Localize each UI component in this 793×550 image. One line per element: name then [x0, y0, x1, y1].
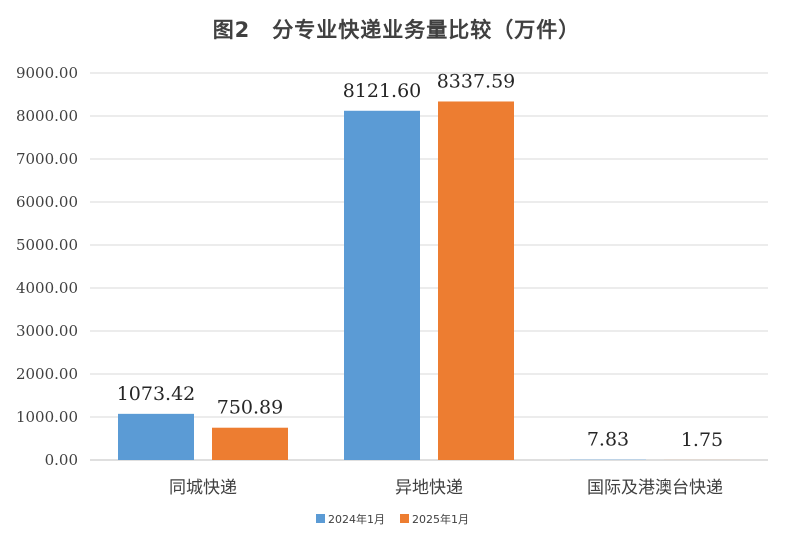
y-tick-label: 7000.00: [16, 150, 78, 168]
data-label: 8337.59: [437, 70, 516, 92]
y-tick-label: 8000.00: [16, 107, 78, 125]
bar: [118, 413, 194, 460]
legend-swatch: [316, 514, 325, 523]
data-label: 750.89: [217, 397, 283, 419]
y-axis: 0.00 1000.00 2000.00 3000.00 4000.00 5000.00 6…: [16, 64, 78, 469]
x-axis: 同城快递 异地快递 国际及港澳台快递: [169, 478, 723, 498]
data-label: 8121.60: [343, 80, 422, 102]
data-labels: 1073.42 750.89 8121.60 8337.59 7.83 1.75: [117, 70, 723, 450]
data-label: 1073.42: [117, 383, 196, 405]
y-tick-label: 6000.00: [16, 193, 78, 211]
bar: [212, 427, 288, 460]
x-tick-label: 同城快递: [169, 478, 237, 498]
y-tick-label: 1000.00: [16, 408, 78, 426]
legend-swatch: [400, 514, 409, 523]
chart-title: 图2 分专业快递业务量比较（万件）: [212, 18, 581, 42]
legend: 2024年1月 2025年1月: [316, 512, 469, 526]
x-tick-label: 异地快递: [395, 478, 463, 498]
y-tick-label: 2000.00: [16, 365, 78, 383]
bar: [438, 101, 514, 460]
data-label: 1.75: [681, 429, 723, 451]
bar: [344, 110, 420, 460]
y-tick-label: 9000.00: [16, 64, 78, 82]
gridlines: [90, 72, 768, 461]
bars: [118, 101, 740, 460]
y-tick-label: 3000.00: [16, 322, 78, 340]
y-tick-label: 0.00: [45, 451, 78, 469]
x-tick-label: 国际及港澳台快递: [587, 478, 723, 498]
y-tick-label: 4000.00: [16, 279, 78, 297]
data-label: 7.83: [587, 429, 629, 451]
legend-label: 2024年1月: [328, 512, 385, 526]
y-tick-label: 5000.00: [16, 236, 78, 254]
legend-label: 2025年1月: [412, 512, 469, 526]
